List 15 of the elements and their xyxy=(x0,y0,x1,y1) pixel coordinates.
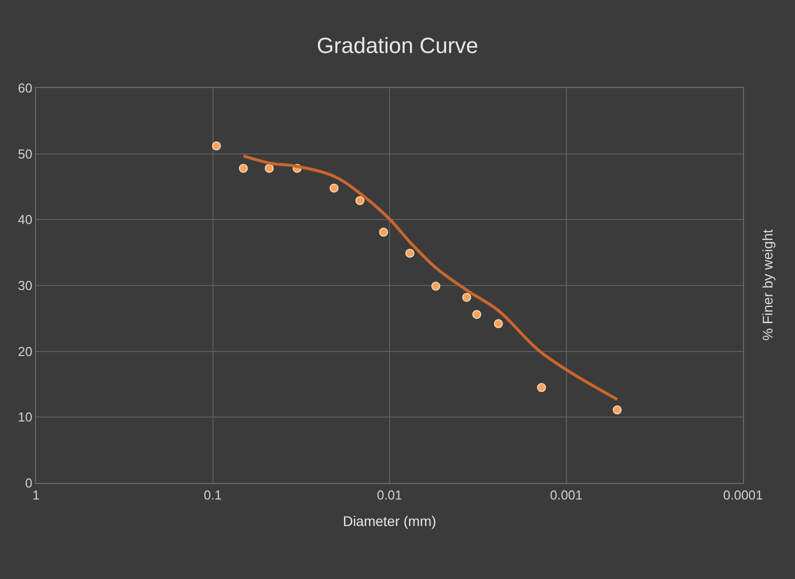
y-tick-label: 50 xyxy=(18,146,32,162)
y-tick-label: 0 xyxy=(25,476,32,491)
x-tick-label: 0.1 xyxy=(204,488,222,503)
x-tick-label: 0.01 xyxy=(376,488,402,503)
x-tick-label: 0.001 xyxy=(550,488,583,503)
y-tick-label: 10 xyxy=(18,410,32,425)
x-axis-title: Diameter (mm) xyxy=(342,512,436,529)
y-tick-label: 40 xyxy=(18,212,32,228)
y-tick-label: 20 xyxy=(18,344,32,359)
x-tick-label: 1 xyxy=(32,488,40,503)
chart-title: Gradation Curve xyxy=(316,33,478,58)
y-tick-label: 60 xyxy=(18,80,32,96)
y-tick-label: 30 xyxy=(18,278,32,294)
y-axis-title: % Finer by weight xyxy=(760,229,776,341)
x-tick-label: 0.0001 xyxy=(723,488,763,503)
